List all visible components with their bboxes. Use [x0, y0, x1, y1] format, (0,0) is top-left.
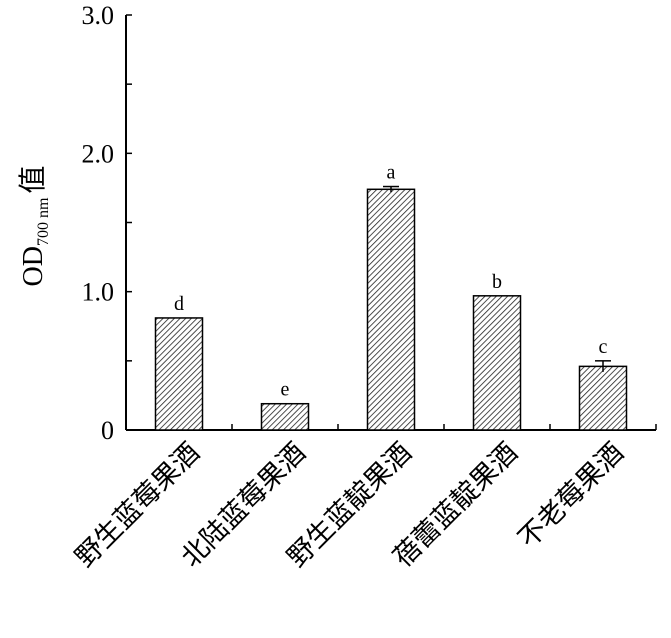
y-tick-label: 0 — [101, 416, 114, 445]
bar — [260, 402, 310, 431]
y-ticks: 0 1.0 2.0 3.0 — [82, 1, 132, 445]
y-axis-label: OD700 nm 值 — [17, 166, 52, 287]
svg-text:OD700 nm值: OD700 nm 值 — [17, 166, 52, 287]
significance-label: b — [492, 271, 502, 293]
category-label: 不老莓果酒 — [513, 437, 630, 554]
y-tick-label: 1.0 — [82, 278, 115, 307]
significance-label: e — [281, 379, 290, 401]
bar — [472, 295, 522, 431]
y-tick-label: 3.0 — [82, 1, 115, 30]
bar — [578, 365, 628, 431]
y-tick-label: 2.0 — [82, 139, 115, 168]
bar — [366, 188, 416, 431]
bar — [154, 317, 204, 431]
significance-label: a — [387, 162, 396, 184]
y-axis-label-main: OD — [18, 246, 49, 286]
significance-label: d — [174, 293, 184, 315]
significance-label: c — [599, 336, 608, 358]
y-axis-label-subscript: 700 nm — [35, 197, 52, 246]
y-axis-label-suffix: 值 — [17, 166, 49, 194]
bars: d e a b c — [154, 162, 628, 431]
